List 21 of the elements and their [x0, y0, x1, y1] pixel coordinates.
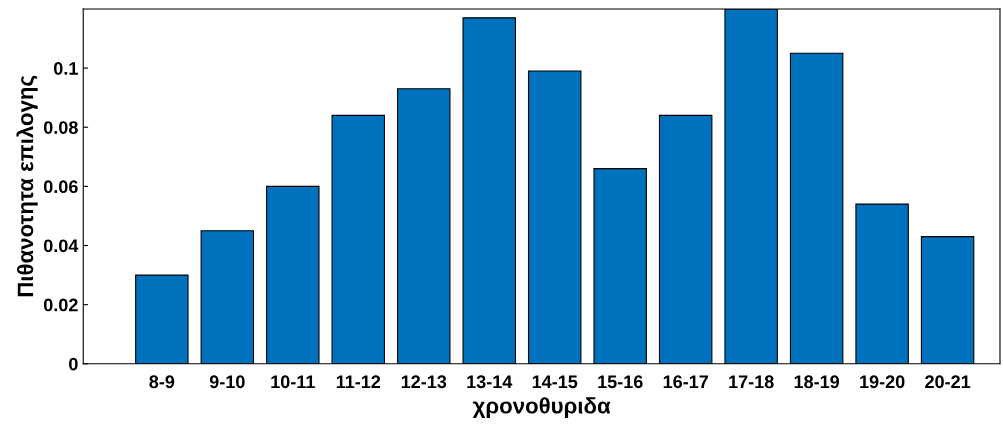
x-tick-label: 17-18: [729, 375, 774, 389]
x-axis-title: χρονοθυριδα: [472, 397, 611, 418]
x-tick-label: 8-9: [149, 375, 175, 389]
y-tick-label: 0.04: [43, 239, 79, 253]
x-tick-label: 10-11: [271, 375, 315, 389]
x-tick-label: 16-17: [663, 375, 708, 389]
x-tick-label: 13-14: [467, 375, 513, 389]
x-tick-label: 14-15: [532, 375, 578, 389]
x-tick-label: 15-16: [598, 375, 643, 389]
x-tick-label: 12-13: [401, 375, 447, 389]
y-tick-label: 0.06: [43, 180, 78, 194]
x-tick-label: 9-10: [209, 375, 245, 389]
y-axis-title: Πιθανοτητα επιλογης: [16, 75, 38, 297]
y-tick-label: 0.02: [43, 298, 78, 312]
y-tick-label: 0.08: [43, 121, 78, 134]
x-tick-label: 11-12: [336, 375, 381, 388]
y-tick-label: 0: [69, 357, 78, 371]
x-tick-label: 19-20: [860, 375, 905, 389]
x-tick-label: 20-21: [925, 375, 971, 389]
y-tick-label: 0.1: [54, 62, 78, 75]
x-tick-label: 18-19: [794, 375, 840, 389]
